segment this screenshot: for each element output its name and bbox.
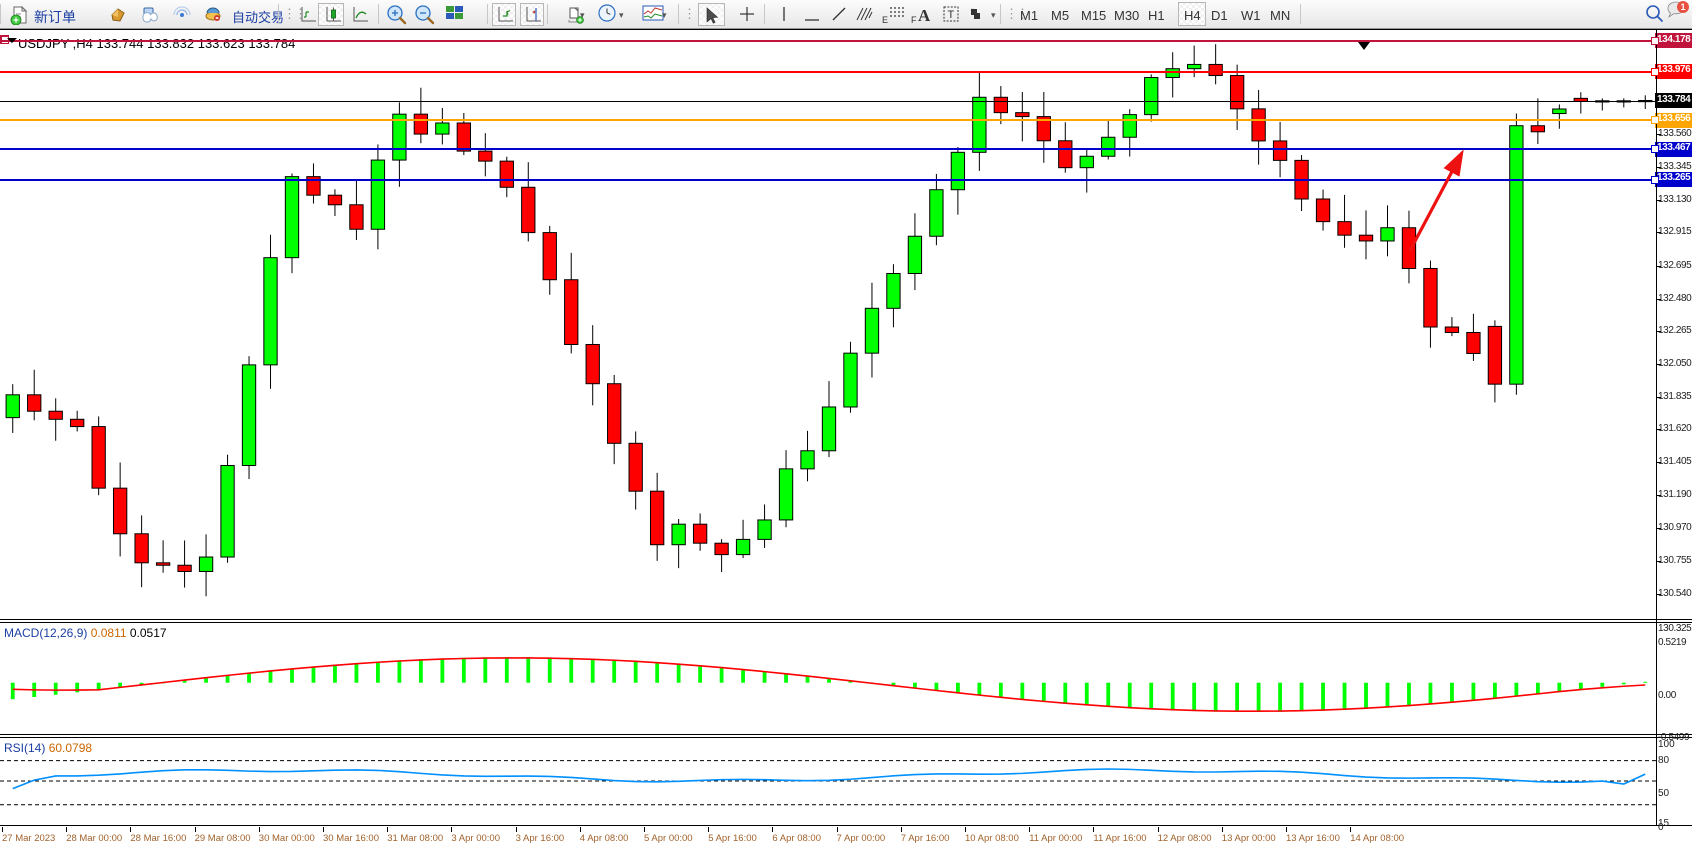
svg-text:T: T <box>948 9 955 21</box>
svg-text:1: 1 <box>1680 2 1685 12</box>
